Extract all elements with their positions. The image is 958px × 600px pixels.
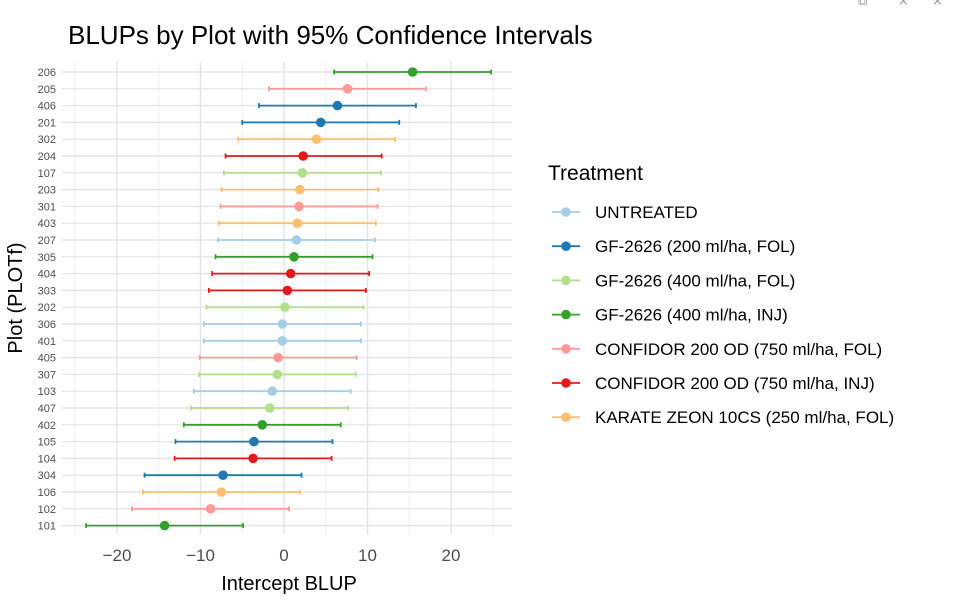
blup-point [285, 268, 296, 279]
chart-title: BLUPs by Plot with 95% Confidence Interv… [68, 20, 593, 50]
y-tick-label: 307 [38, 369, 56, 381]
legend-title: Treatment [548, 162, 643, 185]
blup-point [342, 84, 353, 94]
blup-point [159, 520, 170, 531]
y-tick-label: 302 [38, 134, 56, 146]
grid [62, 62, 512, 534]
y-tick-label: 305 [38, 252, 56, 264]
legend-entry-label: GF-2626 (200 ml/ha, FOL) [595, 237, 795, 256]
blup-point [332, 100, 343, 111]
legend-key-point [561, 275, 571, 286]
y-tick-label: 207 [38, 235, 56, 247]
legend-entry-label: UNTREATED [595, 203, 698, 222]
legend-entry-label: CONFIDOR 200 OD (750 ml/ha, INJ) [595, 374, 875, 393]
y-tick-label: 104 [38, 453, 56, 465]
y-tick-labels: 206 205 406 201 302 204 107 203 301 403 207 305 404 3… [38, 67, 56, 533]
y-tick-label: 204 [38, 151, 56, 163]
x-tick-labels: −20 −10 0 10 20 [103, 546, 461, 565]
y-tick-label: 102 [38, 504, 56, 516]
y-tick-label: 202 [38, 302, 56, 314]
minimize-icon[interactable]: × [898, 0, 909, 9]
y-tick-label: 403 [38, 218, 56, 230]
blup-point [265, 403, 275, 413]
blup-point [294, 201, 304, 212]
blup-point [218, 470, 228, 481]
blup-point [277, 319, 288, 329]
legend: UNTREATED GF-2626 (200 ml/ha, FOL) GF-2626… [552, 203, 894, 427]
restore-icon[interactable]: ⧉ [858, 0, 868, 9]
y-tick-label: 105 [38, 437, 56, 449]
blup-point [282, 285, 293, 296]
y-tick-label: 402 [38, 420, 56, 432]
blup-point [257, 420, 268, 430]
blup-point [298, 151, 309, 161]
y-tick-label: 206 [38, 67, 56, 79]
y-tick-label: 203 [38, 185, 56, 197]
y-tick-label: 404 [38, 269, 56, 281]
blup-point [280, 302, 290, 313]
y-tick-label: 106 [38, 487, 56, 499]
x-axis-label: Intercept BLUP [221, 573, 357, 595]
blup-point [272, 369, 283, 380]
blup-point [248, 453, 258, 464]
y-tick-label: 301 [38, 201, 56, 213]
legend-key-point [561, 207, 571, 217]
y-tick-label: 407 [38, 403, 56, 415]
close-icon[interactable]: × [932, 0, 943, 9]
legend-entry-label: KARATE ZEON 10CS (250 ml/ha, FOL) [595, 408, 894, 427]
y-tick-label: 304 [38, 470, 56, 482]
y-tick-label: 406 [38, 101, 56, 113]
x-tick-label: 20 [442, 546, 461, 565]
x-tick-label: −20 [103, 546, 132, 565]
blup-point [289, 251, 299, 262]
blup-point [216, 487, 227, 497]
legend-key-point [561, 412, 571, 423]
x-tick-label: 0 [279, 546, 288, 565]
x-tick-label: −10 [186, 546, 215, 565]
legend-entry-label: GF-2626 (400 ml/ha, FOL) [595, 271, 795, 290]
legend-entry-label: GF-2626 (400 ml/ha, INJ) [595, 306, 788, 325]
blup-point [249, 436, 259, 447]
legend-key-point [561, 344, 571, 354]
y-tick-label: 405 [38, 353, 56, 365]
legend-key-point [561, 241, 571, 251]
y-axis-label: Plot (PLOTf) [5, 242, 27, 353]
y-tick-label: 201 [38, 117, 56, 129]
legend-key-point [561, 309, 571, 320]
marks [85, 67, 492, 531]
blup-point [273, 352, 283, 363]
y-tick-label: 306 [38, 319, 56, 331]
blup-point [277, 336, 288, 346]
blup-point [297, 168, 308, 178]
blup-point [407, 67, 418, 77]
blup-point [205, 504, 216, 514]
blup-point [291, 235, 302, 245]
legend-entry-label: CONFIDOR 200 OD (750 ml/ha, FOL) [595, 340, 882, 359]
y-tick-label: 103 [38, 386, 56, 398]
blup-point [311, 134, 322, 144]
blup-point [267, 386, 278, 397]
x-tick-label: 10 [358, 546, 377, 565]
blup-point [292, 218, 303, 228]
y-tick-label: 101 [38, 521, 56, 533]
blup-point [315, 117, 326, 128]
legend-key-point [561, 378, 571, 388]
y-tick-label: 205 [38, 84, 56, 96]
y-tick-label: 107 [38, 168, 56, 180]
blup-point [295, 184, 305, 195]
y-tick-label: 303 [38, 285, 56, 297]
y-tick-label: 401 [38, 336, 56, 348]
